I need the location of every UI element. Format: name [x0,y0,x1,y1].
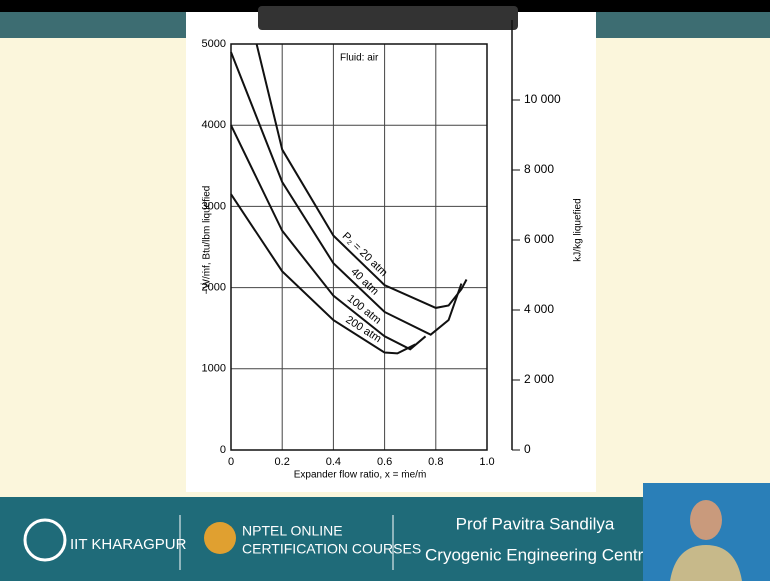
y2-tick-label: 4 000 [524,302,554,316]
y2-tick-label: 2 000 [524,372,554,386]
y2-tick-label: 6 000 [524,232,554,246]
screen: IIT KHARAGPUR NPTEL ONLINE CERTIFICATION… [0,0,770,581]
y-tick-label: 1000 [202,363,226,375]
y-tick-label: 0 [220,444,226,456]
x-axis-label: Expander flow ratio, x = ṁe/ṁ [294,470,427,481]
nptel-logo [204,522,236,554]
centre: Cryogenic Engineering Centre [425,545,653,564]
chart-image [186,12,596,492]
x-tick-label: 1.0 [479,456,494,468]
x-tick-label: 0 [228,456,234,468]
x-tick-label: 0.4 [326,456,341,468]
y2-tick-label: 8 000 [524,162,554,176]
x-tick-label: 0.8 [428,456,443,468]
x-tick-label: 0.2 [275,456,290,468]
x-tick-label: 0.6 [377,456,392,468]
annotation: Fluid: air [340,53,379,64]
y-tick-label: 5000 [202,38,226,50]
nptel-line1: NPTEL ONLINE [242,523,343,539]
y2-tick-label: 0 [524,442,531,456]
institute: IIT KHARAGPUR [70,536,187,553]
y2-axis-label: kJ/kg liquefied [573,198,584,261]
presenter: Prof Pavitra Sandilya [456,514,615,533]
y-axis-label: −Ẇ/ṁf, Btu/lbm liquefied [200,186,213,295]
presenter-face [690,500,722,540]
y2-tick-label: 10 000 [524,92,561,106]
nptel-line2: CERTIFICATION COURSES [242,541,421,557]
toolbar[interactable] [258,6,518,30]
y-tick-label: 4000 [202,119,226,131]
